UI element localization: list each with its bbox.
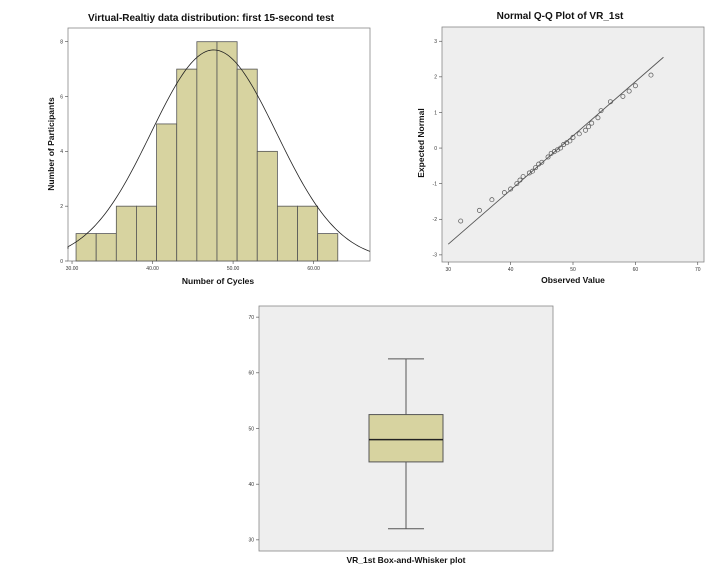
qq-plot-area (441, 26, 705, 263)
qq-point (517, 177, 523, 183)
histogram-bar (297, 205, 319, 262)
histogram-y-ticks: 0 2 4 6 8 (60, 40, 68, 265)
qq-point (576, 131, 582, 137)
qq-point (570, 134, 576, 140)
histogram-x-tick-label: 60.00 (307, 266, 320, 272)
qq-point (598, 108, 604, 114)
qq-point (626, 88, 632, 94)
qq-point (648, 72, 654, 78)
histogram-y-tick-label: 2 (60, 204, 63, 210)
qq-point (595, 115, 601, 121)
histogram-bars (75, 41, 339, 262)
histogram-bar (236, 68, 258, 262)
qq-y-tick-label: 2 (434, 75, 437, 81)
qq-point (607, 99, 613, 105)
boxplot-y-tick-label: 60 (248, 371, 254, 377)
qq-point (501, 190, 507, 196)
boxplot-y-tick-label: 70 (248, 315, 254, 321)
qq-points (458, 72, 654, 224)
qq-y-tick-label: 1 (434, 110, 437, 116)
histogram-bar (256, 150, 278, 262)
histogram-y-tick-label: 6 (60, 94, 63, 100)
histogram-normal-curve (67, 49, 371, 252)
qq-y-ticks: -3 -2 -1 0 1 2 3 (433, 39, 442, 259)
qq-point (489, 197, 495, 203)
boxplot-x-label: VR_1st Box-and-Whisker plot (346, 555, 465, 565)
qq-point (458, 218, 464, 224)
histogram-bar (136, 205, 157, 262)
boxplot-box (368, 414, 444, 463)
qq-y-tick-label: 0 (434, 146, 437, 152)
histogram-y-tick-label: 8 (60, 40, 63, 46)
qq-point (545, 154, 551, 160)
histogram-bar (115, 205, 137, 262)
qq-x-tick-label: 70 (695, 267, 701, 273)
qq-x-ticks: 30 40 50 60 70 (445, 262, 701, 273)
histogram-x-tick-label: 40.00 (146, 266, 159, 272)
boxplot-y-tick-label: 50 (248, 426, 254, 432)
histogram-y-label: Number of Participants (46, 97, 56, 191)
qq-point (620, 93, 626, 99)
qq-x-tick-label: 40 (508, 267, 514, 273)
qq-y-tick-label: -3 (433, 253, 438, 259)
histogram-x-tick-label: 50.00 (227, 266, 240, 272)
histogram-x-label: Number of Cycles (182, 276, 255, 286)
qq-point (567, 138, 573, 144)
boxplot-shape (368, 358, 444, 530)
histogram-y-tick-label: 0 (60, 259, 63, 265)
boxplot-chart: 30 40 50 60 70 VR_1st Box-and-Whisker plot (248, 305, 554, 565)
qq-point (586, 124, 592, 130)
qq-point (533, 165, 539, 171)
qq-y-tick-label: 3 (434, 39, 437, 45)
qq-point (558, 145, 563, 151)
histogram-bar (216, 41, 238, 262)
histogram-x-tick-label: 30.00 (66, 266, 79, 272)
histogram-bar (196, 41, 218, 262)
boxplot-y-tick-label: 40 (248, 482, 254, 488)
qq-point (539, 159, 545, 165)
qq-x-tick-label: 30 (445, 267, 451, 273)
qq-y-label: Expected Normal (416, 108, 426, 177)
qq-y-tick-label: -1 (433, 181, 438, 187)
histogram-bar (176, 68, 198, 262)
histogram-y-tick-label: 4 (60, 149, 63, 155)
histogram-bar (317, 233, 339, 262)
qq-point (520, 174, 526, 179)
histogram-chart: Virtual-Realtiy data distribution: first… (46, 13, 371, 286)
qq-point (514, 181, 520, 187)
histogram-bar (156, 123, 178, 262)
qq-x-tick-label: 60 (633, 267, 639, 273)
histogram-bar (75, 233, 97, 262)
qq-reference-line (447, 56, 664, 245)
qq-plot-chart: Normal Q-Q Plot of VR_1st 30 40 50 60 70 -3-… (416, 11, 705, 285)
qq-x-label: Observed Value (541, 275, 605, 285)
qq-x-tick-label: 50 (570, 267, 576, 273)
qq-point (508, 186, 514, 192)
qq-point (589, 120, 595, 126)
boxplot-y-tick-label: 30 (248, 538, 254, 544)
qq-point (476, 207, 482, 213)
qq-point (530, 168, 535, 174)
qq-point (583, 127, 588, 133)
histogram-bar (95, 233, 117, 262)
histogram-bar (276, 205, 298, 262)
qq-point (632, 83, 638, 89)
histogram-x-ticks: 30.00 40.00 50.00 60.00 (66, 261, 320, 272)
boxplot-y-ticks: 30 40 50 60 70 (248, 315, 259, 544)
histogram-title: Virtual-Realtiy data distribution: first… (88, 13, 335, 24)
qq-title: Normal Q-Q Plot of VR_1st (497, 11, 624, 22)
qq-y-tick-label: -2 (433, 217, 438, 223)
